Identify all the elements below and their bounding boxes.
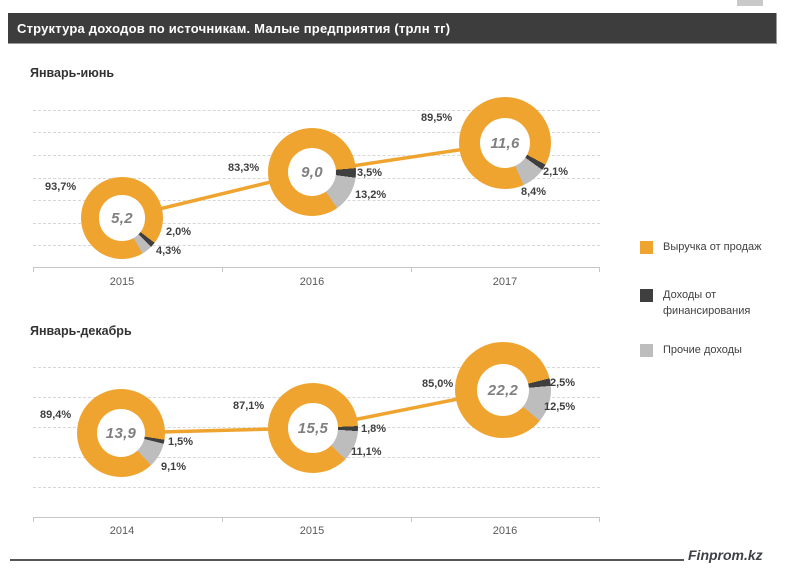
axis-label-year: 2016 [299, 276, 325, 288]
pct-financing-label: 3,5% [357, 167, 383, 179]
gridline [33, 110, 600, 111]
chart2-title: Январь-декабрь [30, 324, 132, 338]
axis-tick [599, 518, 600, 522]
legend-item-other: Прочие доходы [640, 343, 768, 359]
pct-other-label: 8,4% [521, 186, 547, 198]
pct-revenue-label: 89,4% [40, 409, 72, 421]
axis-label-year: 2017 [492, 276, 518, 288]
donut-total-value: 15,5 [297, 419, 329, 437]
axis-label-year: 2014 [109, 525, 135, 537]
donut-2017-h1: 11,6 [459, 97, 551, 189]
pct-financing-label: 2,1% [543, 166, 569, 178]
axis-tick [411, 268, 412, 272]
gridline [33, 245, 600, 246]
axis-tick [33, 518, 34, 522]
axis-tick [411, 518, 412, 522]
legend-item-financing: Доходы от финансирования [640, 288, 768, 320]
legend-label: Выручка от продаж [663, 241, 762, 253]
pct-other-label: 9,1% [161, 461, 187, 473]
axis-label-year: 2015 [299, 525, 325, 537]
legend-swatch-revenue-icon [640, 241, 653, 254]
axis-tick [599, 268, 600, 272]
donut-hole: 5,2 [99, 195, 145, 241]
pct-revenue-label: 85,0% [422, 378, 454, 390]
top-right-notch [737, 0, 763, 6]
axis-tick [222, 268, 223, 272]
donut-hole: 15,5 [288, 403, 338, 453]
legend-label: Доходы от финансирования [663, 289, 751, 317]
pct-financing-label: 1,5% [168, 436, 194, 448]
pct-financing-label: 2,5% [550, 377, 576, 389]
footer-divider [10, 559, 684, 561]
donut-2014-fy: 13,9 [77, 389, 165, 477]
gridline [33, 223, 600, 224]
pct-revenue-label: 87,1% [233, 400, 265, 412]
pct-revenue-label: 83,3% [228, 162, 260, 174]
donut-hole: 13,9 [96, 408, 146, 458]
gridline [33, 487, 600, 488]
axis-label-year: 2016 [492, 525, 518, 537]
pct-revenue-label: 89,5% [421, 112, 453, 124]
pct-other-label: 11,1% [351, 446, 382, 458]
donut-2015-h1: 5,2 [81, 177, 163, 259]
pct-other-label: 13,2% [355, 189, 387, 201]
donut-hole: 9,0 [287, 147, 337, 197]
legend-label: Прочие доходы [663, 344, 742, 356]
donut-2016-fy: 22,2 [455, 342, 551, 438]
gridline [33, 367, 600, 368]
pct-financing-label: 1,8% [361, 423, 387, 435]
donut-2015-fy: 15,5 [268, 383, 358, 473]
donut-total-value: 5,2 [111, 209, 133, 227]
pct-revenue-label: 93,7% [45, 181, 77, 193]
axis-label-year: 2015 [109, 276, 135, 288]
pct-other-label: 4,3% [156, 245, 182, 257]
donut-total-value: 13,9 [105, 424, 137, 442]
report-title: Структура доходов по источникам. Малые п… [8, 13, 777, 44]
donut-hole: 22,2 [476, 363, 530, 417]
legend-swatch-other-icon [640, 344, 653, 357]
brand-logo: Finprom.kz [688, 547, 763, 563]
axis-tick [33, 268, 34, 272]
donut-hole: 11,6 [479, 117, 531, 169]
legend-item-revenue: Выручка от продаж [640, 240, 768, 256]
chart1-title: Январь-июнь [30, 66, 115, 80]
pct-financing-label: 2,0% [166, 226, 192, 238]
pct-other-label: 12,5% [544, 401, 576, 413]
donut-2016-h1: 9,0 [268, 128, 356, 216]
donut-total-value: 22,2 [487, 381, 519, 399]
legend-swatch-financing-icon [640, 289, 653, 302]
donut-total-value: 11,6 [490, 134, 520, 152]
donut-total-value: 9,0 [301, 163, 323, 181]
axis-tick [222, 518, 223, 522]
